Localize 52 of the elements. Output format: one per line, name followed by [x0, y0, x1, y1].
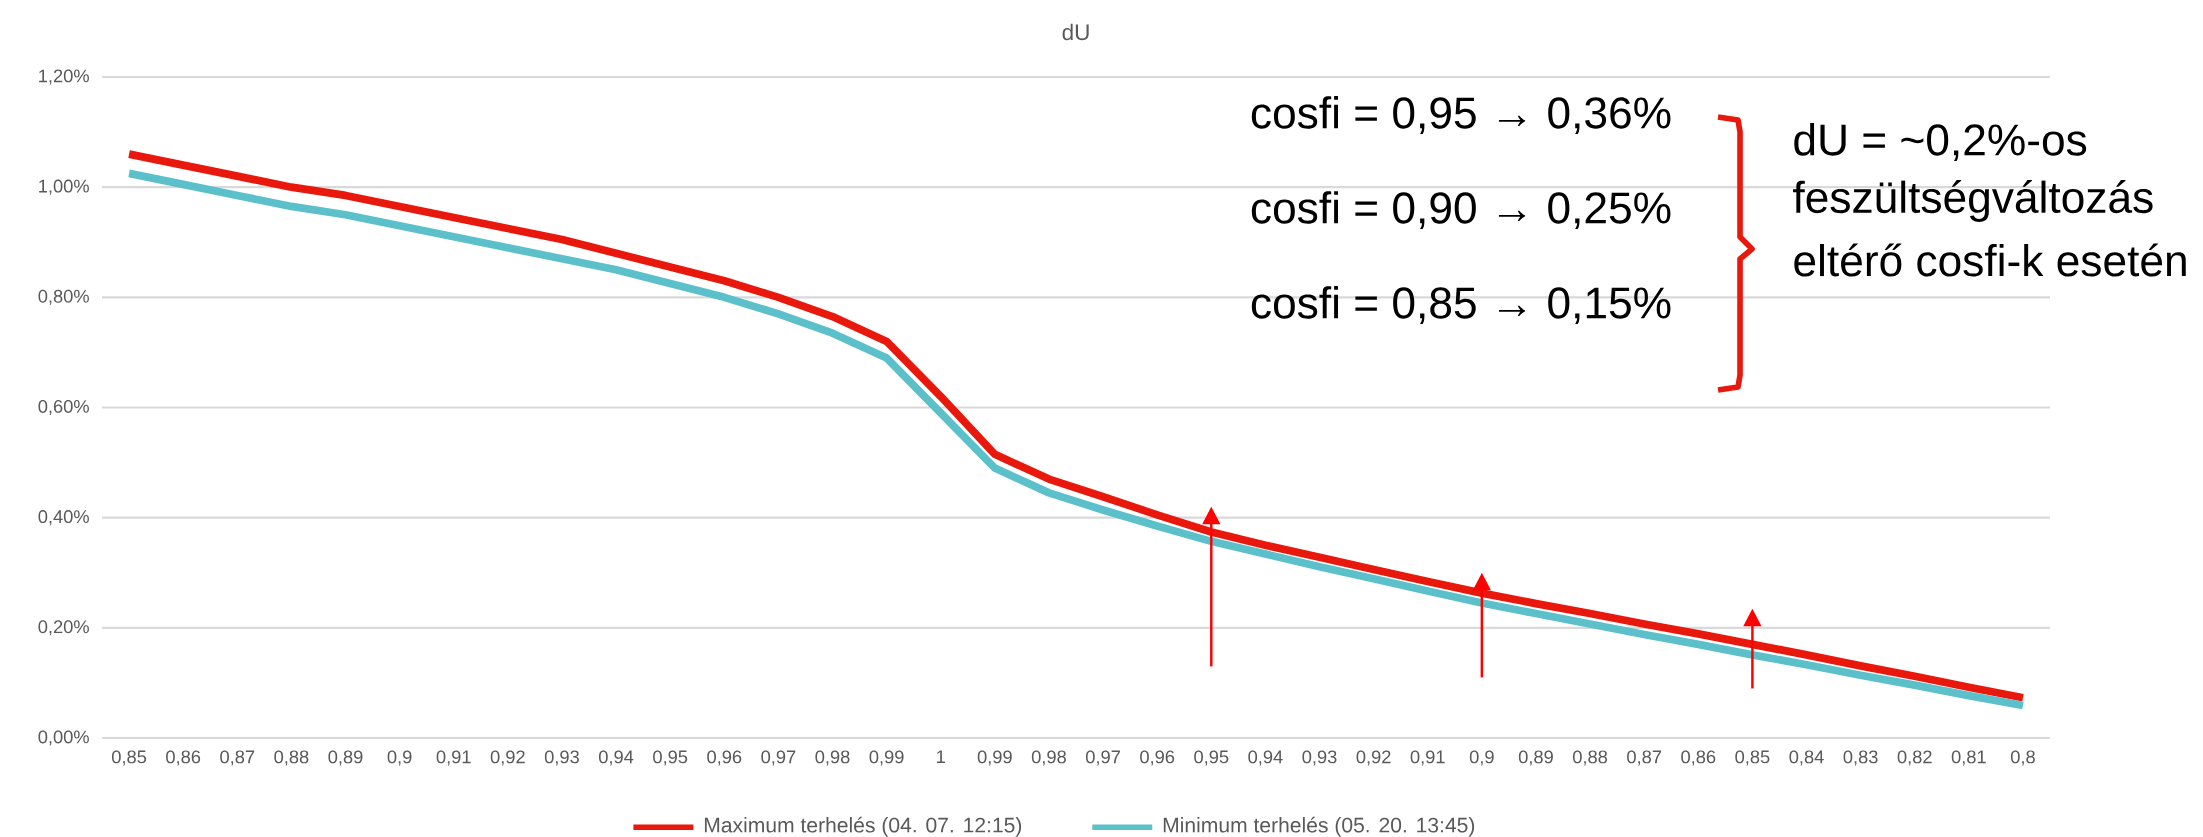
x-tick-label: 0,9 — [1469, 750, 1494, 766]
x-tick-label: 0,89 — [328, 750, 363, 766]
x-tick-label: 0,9 — [387, 750, 412, 766]
x-tick-label: 0,86 — [166, 750, 201, 766]
x-tick-label: 0,99 — [869, 750, 904, 766]
x-tick-label: 1 — [937, 750, 945, 763]
chart-title: dU — [1062, 23, 1089, 41]
x-tick-label: 0,95 — [653, 750, 688, 766]
x-tick-label: 0,8 — [2010, 750, 2035, 766]
x-tick-label: 0,82 — [1897, 750, 1932, 766]
annotation: cosfi = 0,95 → 0,36% — [1251, 96, 1671, 134]
legend-label: Maximum terhelés (04. 07. 12:15) — [704, 816, 1022, 837]
y-tick-label: 0,80% — [38, 289, 89, 305]
y-tick-label: 0,40% — [38, 510, 89, 526]
x-tick-label: 0,96 — [1140, 750, 1175, 766]
y-tick-label: 0,20% — [38, 620, 89, 636]
y-tick-label: 1,00% — [39, 179, 89, 195]
x-tick-label: 0,93 — [544, 750, 579, 766]
annotation: cosfi = 0,90 → 0,25% — [1251, 191, 1671, 229]
x-tick-label: 0,81 — [1951, 750, 1986, 766]
x-tick-label: 0,97 — [1086, 750, 1120, 766]
x-tick-label: 0,91 — [1410, 750, 1445, 766]
x-tick-label: 0,85 — [111, 750, 147, 766]
x-tick-label: 0,99 — [977, 750, 1012, 766]
x-tick-label: 0,88 — [1573, 750, 1608, 766]
x-tick-label: 0,92 — [490, 750, 525, 766]
x-tick-label: 0,95 — [1194, 750, 1229, 766]
annotation: eltérő cosfi-k esetén — [1794, 243, 2186, 277]
annotation: cosfi = 0,85 → 0,15% — [1251, 286, 1671, 324]
x-tick-label: 0,87 — [220, 750, 255, 766]
y-tick-label: 1,20% — [39, 69, 89, 85]
x-tick-label: 0,93 — [1302, 750, 1337, 766]
x-tick-label: 0,88 — [274, 750, 309, 766]
x-tick-label: 0,94 — [1248, 750, 1283, 766]
x-tick-label: 0,98 — [1031, 750, 1066, 766]
x-tick-label: 0,85 — [1735, 750, 1770, 766]
x-tick-label: 0,98 — [815, 750, 850, 766]
annotation: feszültségváltozás — [1793, 180, 2153, 222]
y-tick-label: 0,60% — [38, 399, 89, 416]
y-tick-label: 0,00% — [38, 730, 89, 746]
x-tick-label: 0,92 — [1356, 750, 1391, 766]
x-tick-label: 0,97 — [761, 750, 796, 766]
x-tick-label: 0,83 — [1843, 750, 1878, 766]
x-tick-label: 0,94 — [599, 750, 634, 766]
x-tick-label: 0,89 — [1518, 750, 1553, 766]
x-tick-label: 0,91 — [436, 750, 471, 766]
x-tick-label: 0,96 — [707, 750, 742, 766]
annotation: dU = ~0,2%-os — [1794, 123, 2087, 161]
x-tick-label: 0,86 — [1681, 750, 1716, 766]
x-tick-label: 0,87 — [1627, 750, 1662, 766]
legend-label: Minimum terhelés (05. 20. 13:45) — [1163, 816, 1475, 837]
x-tick-label: 0,84 — [1789, 750, 1824, 766]
